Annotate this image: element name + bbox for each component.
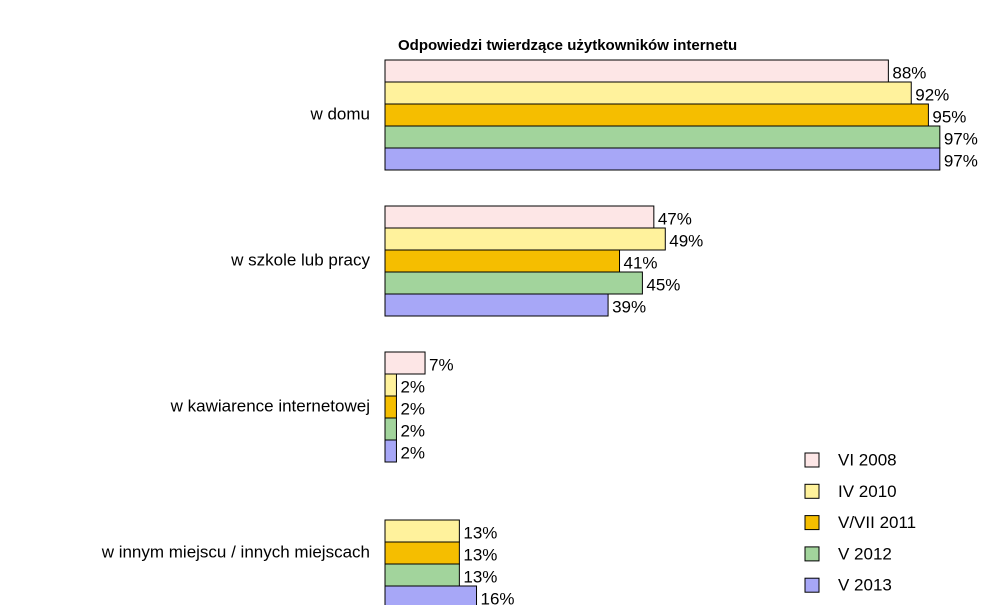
- bar: [384, 585, 478, 605]
- value-label: 88%: [892, 63, 926, 82]
- value-label: 97%: [944, 151, 978, 170]
- bar: [384, 373, 397, 397]
- legend-label: V/VII 2011: [838, 513, 916, 532]
- bar: [384, 147, 941, 171]
- value-label: 2%: [400, 421, 425, 440]
- chart-title: Odpowiedzi twierdzące użytkowników inter…: [398, 37, 737, 54]
- bar: [384, 59, 889, 83]
- bar: [384, 205, 655, 229]
- legend-label: V 2012: [838, 544, 892, 563]
- category-label: w domu: [309, 104, 370, 123]
- bar: [384, 81, 912, 105]
- bar: [384, 271, 643, 295]
- legend-swatch: [804, 452, 820, 468]
- bar: [384, 249, 621, 273]
- value-label: 95%: [932, 107, 966, 126]
- legend-label: V 2013: [838, 576, 892, 595]
- category-label: w innym miejscu / innych miejscach: [101, 542, 370, 561]
- legend-label: VI 2008: [838, 450, 897, 469]
- value-label: 45%: [646, 275, 680, 294]
- bar: [384, 351, 426, 375]
- value-label: 97%: [944, 129, 978, 148]
- value-label: 49%: [669, 231, 703, 250]
- value-label: 39%: [612, 297, 646, 316]
- bar: [384, 103, 929, 127]
- value-label: 2%: [400, 377, 425, 396]
- bar: [384, 439, 397, 463]
- value-label: 2%: [400, 399, 425, 418]
- bar: [384, 541, 460, 565]
- legend-swatch: [804, 577, 820, 593]
- value-label: 16%: [481, 589, 515, 605]
- bar: [384, 125, 941, 149]
- bar: [384, 227, 666, 251]
- legend-label: IV 2010: [838, 482, 897, 501]
- category-label: w szkole lub pracy: [230, 250, 370, 269]
- category-label: w kawiarence internetowej: [170, 396, 370, 415]
- value-label: 7%: [429, 355, 454, 374]
- value-label: 41%: [624, 253, 658, 272]
- value-label: 92%: [915, 85, 949, 104]
- value-label: 13%: [463, 567, 497, 586]
- bar: [384, 563, 460, 587]
- value-label: 2%: [400, 443, 425, 462]
- bar: [384, 417, 397, 441]
- legend-swatch: [804, 483, 820, 499]
- value-label: 13%: [463, 545, 497, 564]
- value-label: 13%: [463, 523, 497, 542]
- legend-swatch: [804, 515, 820, 531]
- bar: [384, 293, 609, 317]
- legend-swatch: [804, 546, 820, 562]
- value-label: 47%: [658, 209, 692, 228]
- bar: [384, 519, 460, 543]
- bar: [384, 395, 397, 419]
